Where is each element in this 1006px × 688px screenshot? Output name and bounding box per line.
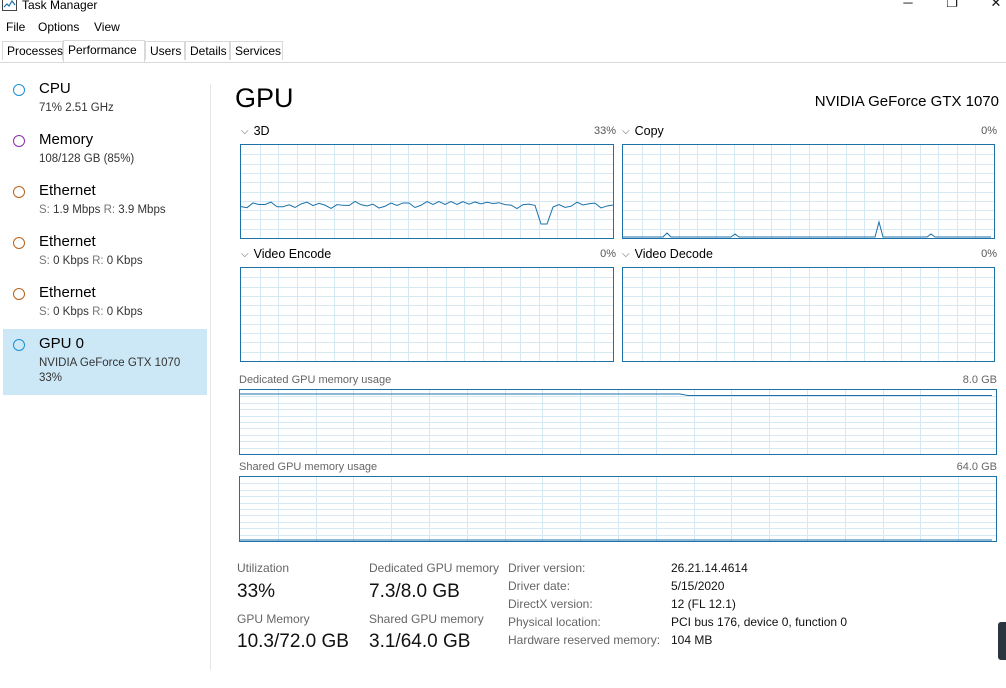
- sidebar-item-gpu[interactable]: GPU 0 NVIDIA GeForce GTX 1070 33%: [3, 329, 207, 395]
- sidebar-item-detail: 71% 2.51 GHz: [39, 102, 114, 114]
- chevron-down-icon: ⌵: [241, 249, 249, 260]
- cpu-indicator-icon: [13, 84, 25, 96]
- sidebar-item-title: Ethernet: [39, 284, 96, 301]
- graph-label-copy[interactable]: ⌵ Copy: [622, 124, 664, 138]
- driver-version-label: Driver version:: [508, 561, 586, 575]
- gpu-memory-value: 10.3/72.0 GB: [237, 631, 349, 652]
- utilization-label: Utilization: [237, 561, 290, 575]
- dedicated-memory-label: Dedicated GPU memory usage: [239, 374, 392, 386]
- sidebar-item-memory[interactable]: Memory 108/128 GB (85%): [3, 129, 207, 195]
- shared-memory-max: 64.0 GB: [956, 461, 997, 473]
- graph-percent: 0%: [981, 125, 997, 137]
- dedicated-gpu-memory-value: 7.3/8.0 GB: [369, 581, 460, 602]
- sidebar-item-title: CPU: [39, 80, 71, 97]
- gpu-memory-label: GPU Memory: [237, 612, 310, 626]
- ethernet-indicator-icon: [13, 186, 25, 198]
- tab-performance[interactable]: Performance: [63, 40, 145, 62]
- ethernet-indicator-icon: [13, 288, 25, 300]
- sidebar-item-detail: S: 0 Kbps R: 0 Kbps: [39, 306, 143, 318]
- graph-shared-memory[interactable]: [239, 476, 997, 542]
- close-button[interactable]: ✕: [990, 0, 1002, 10]
- gpu-device-name: NVIDIA GeForce GTX 1070: [814, 93, 999, 110]
- page-title: GPU: [235, 83, 294, 113]
- shared-gpu-memory-value: 3.1/64.0 GB: [369, 631, 471, 652]
- ethernet-indicator-icon: [13, 237, 25, 249]
- tab-services[interactable]: Services: [230, 41, 283, 60]
- sidebar-item-ethernet[interactable]: Ethernet S: 1.9 Mbps R: 3.9 Mbps: [3, 180, 207, 246]
- sidebar-item-cpu[interactable]: CPU 71% 2.51 GHz: [3, 78, 207, 144]
- tab-bar: Processes Performance Users Details Serv…: [0, 40, 1006, 63]
- chevron-down-icon: ⌵: [241, 126, 249, 137]
- reserved-memory-label: Hardware reserved memory:: [508, 633, 661, 647]
- graph-trace: [240, 393, 992, 396]
- sidebar-item-ethernet[interactable]: Ethernet S: 0 Kbps R: 0 Kbps: [3, 282, 207, 348]
- sidebar-item-ethernet[interactable]: Ethernet S: 0 Kbps R: 0 Kbps: [3, 231, 207, 297]
- shared-memory-label: Shared GPU memory usage: [239, 461, 378, 473]
- graph-3d[interactable]: [240, 144, 614, 239]
- tab-processes[interactable]: Processes: [2, 41, 63, 60]
- directx-version-value: 12 (FL 12.1): [671, 597, 736, 611]
- sidebar-item-detail: 108/128 GB (85%): [39, 153, 135, 165]
- chevron-down-icon: ⌵: [622, 249, 630, 260]
- physical-location-value: PCI bus 176, device 0, function 0: [671, 615, 848, 629]
- gpu-indicator-icon: [13, 339, 25, 351]
- edge-widget[interactable]: [998, 622, 1006, 660]
- sidebar-item-detail: S: 1.9 Mbps R: 3.9 Mbps: [39, 204, 166, 216]
- sidebar: CPU 71% 2.51 GHz Memory 108/128 GB (85%)…: [0, 63, 210, 688]
- physical-location-label: Physical location:: [508, 615, 601, 629]
- tab-details[interactable]: Details: [185, 41, 230, 60]
- window-title: Task Manager: [22, 0, 98, 12]
- tab-users[interactable]: Users: [145, 41, 185, 60]
- graph-percent: 0%: [981, 248, 997, 260]
- shared-gpu-memory-label: Shared GPU memory: [369, 612, 484, 626]
- directx-version-label: DirectX version:: [508, 597, 593, 611]
- sidebar-item-detail: NVIDIA GeForce GTX 1070: [39, 357, 181, 369]
- title-bar: Task Manager ─ ❐ ✕: [0, 0, 1006, 16]
- sidebar-item-title: Ethernet: [39, 233, 96, 250]
- driver-date-value: 5/15/2020: [671, 579, 725, 593]
- graph-label-video-encode[interactable]: ⌵ Video Encode: [241, 247, 332, 261]
- graph-label-video-decode[interactable]: ⌵ Video Decode: [622, 247, 713, 261]
- sidebar-item-title: Ethernet: [39, 182, 96, 199]
- graph-label-3d[interactable]: ⌵ 3D: [241, 124, 270, 138]
- chevron-down-icon: ⌵: [622, 126, 630, 137]
- sidebar-item-usage: 33%: [39, 372, 63, 384]
- graph-dedicated-memory[interactable]: [239, 389, 997, 455]
- utilization-value: 33%: [237, 581, 276, 602]
- driver-date-label: Driver date:: [508, 579, 571, 593]
- graph-trace: [241, 200, 613, 225]
- menu-view[interactable]: View: [94, 20, 120, 34]
- menu-file[interactable]: File: [6, 20, 26, 34]
- sidebar-item-title: Memory: [39, 131, 94, 148]
- graph-percent: 33%: [593, 125, 616, 137]
- memory-indicator-icon: [13, 135, 25, 147]
- graph-video-decode[interactable]: [622, 267, 995, 362]
- sidebar-item-detail: S: 0 Kbps R: 0 Kbps: [39, 255, 143, 267]
- graph-trace: [623, 220, 991, 238]
- menu-options[interactable]: Options: [38, 20, 80, 34]
- graph-video-encode[interactable]: [240, 267, 614, 362]
- driver-version-value: 26.21.14.4614: [671, 561, 748, 575]
- reserved-memory-value: 104 MB: [671, 633, 713, 647]
- dedicated-memory-max: 8.0 GB: [962, 374, 997, 386]
- graph-percent: 0%: [600, 248, 616, 260]
- sidebar-divider: [210, 84, 211, 670]
- dedicated-gpu-memory-label: Dedicated GPU memory: [369, 561, 500, 575]
- sidebar-item-title: GPU 0: [39, 335, 85, 352]
- minimize-button[interactable]: ─: [903, 0, 913, 10]
- restore-button[interactable]: ❐: [946, 0, 958, 10]
- graph-copy[interactable]: [622, 144, 995, 239]
- task-manager-icon: [2, 0, 17, 11]
